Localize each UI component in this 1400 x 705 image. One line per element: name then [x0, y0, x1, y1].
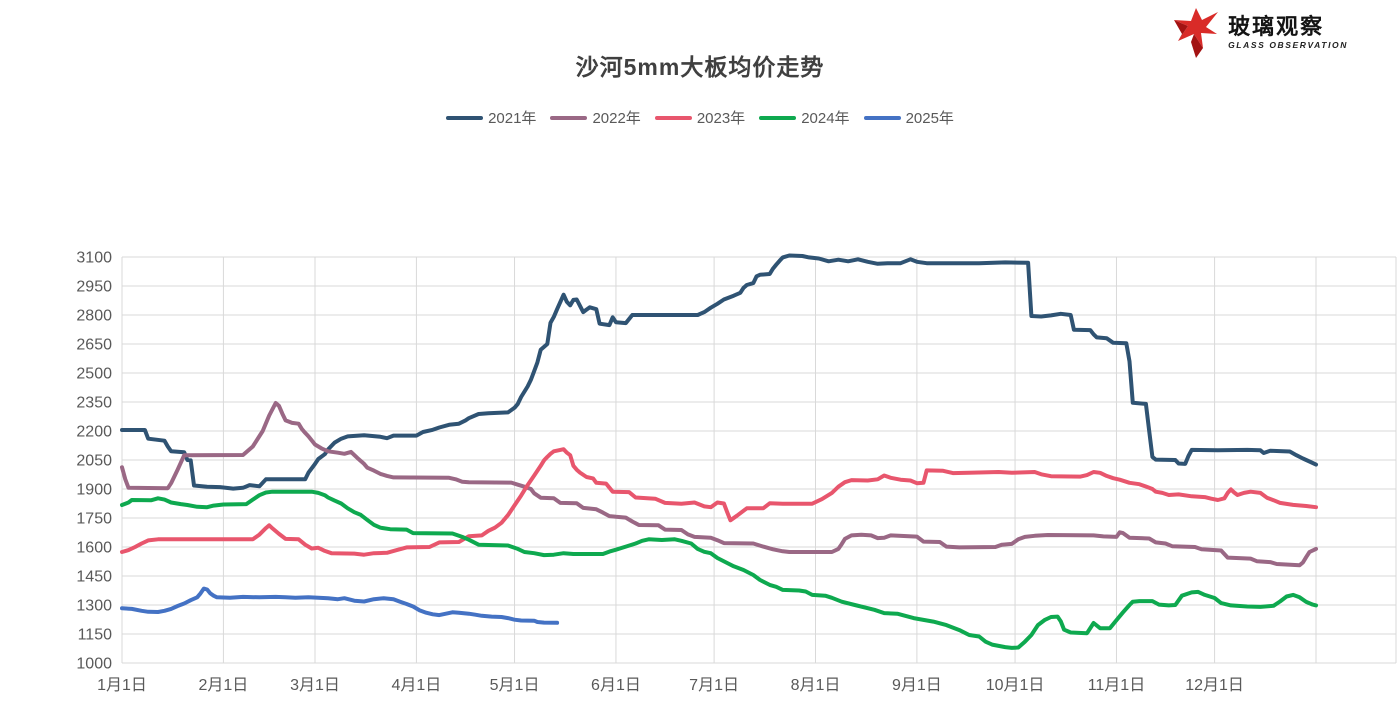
- series-line-2025年: [120, 586, 560, 625]
- legend-label: 2021年: [488, 110, 537, 127]
- series-line-2021年: [120, 253, 1318, 491]
- x-axis-tick-label: 8月1日: [791, 677, 841, 694]
- y-axis-tick-label: 3100: [76, 250, 112, 267]
- brand-text: 玻璃观察 GLASS OBSERVATION: [1228, 16, 1348, 50]
- x-axis-tick-label: 12月1日: [1185, 677, 1244, 694]
- series-line-2022年: [120, 401, 1318, 568]
- legend-item-2021年: 2021年: [446, 107, 536, 128]
- y-axis-tick-label: 1450: [76, 569, 112, 586]
- y-axis-tick-label: 2050: [76, 453, 112, 470]
- y-axis-tick-label: 1900: [76, 482, 112, 499]
- legend-item-2022年: 2022年: [550, 107, 641, 128]
- legend-swatch-icon: [654, 115, 692, 120]
- logo-star-icon: [1174, 8, 1219, 58]
- x-axis-tick-label: 5月1日: [490, 677, 540, 694]
- x-axis-tick-label: 4月1日: [392, 677, 442, 694]
- legend-label: 2023年: [696, 110, 746, 127]
- y-axis-tick-label: 1750: [76, 511, 112, 528]
- series-line-2023年: [120, 447, 1318, 557]
- x-axis-tick-label: 11月1日: [1088, 677, 1146, 694]
- y-axis-tick-label: 2500: [76, 366, 112, 383]
- y-axis-tick-label: 2650: [76, 337, 112, 354]
- series-line-2024年: [120, 489, 1318, 650]
- x-axis-tick-label: 7月1日: [689, 677, 739, 694]
- legend-swatch-icon: [863, 115, 901, 120]
- x-axis-tick-label: 1月1日: [97, 677, 147, 694]
- y-axis-tick-label: 1300: [76, 598, 112, 615]
- y-axis-tick-label: 2950: [76, 279, 112, 296]
- logo-shard-wing: [1174, 20, 1189, 41]
- legend-item-2023年: 2023年: [654, 107, 746, 128]
- legend-label: 2025年: [905, 110, 954, 127]
- legend-swatch-icon: [446, 115, 484, 120]
- logo-shard-tail: [1191, 34, 1204, 58]
- x-axis-tick-label: 2月1日: [199, 677, 249, 694]
- brand-name-en: GLASS OBSERVATION: [1228, 40, 1348, 51]
- brand-logo: 玻璃观察 GLASS OBSERVATION: [1172, 8, 1348, 58]
- x-axis-tick-label: 10月1日: [986, 677, 1045, 694]
- legend-label: 2024年: [801, 110, 850, 127]
- y-axis-tick-label: 2800: [76, 308, 112, 325]
- x-axis-tick-label: 3月1日: [290, 677, 340, 694]
- brand-name-cn: 玻璃观察: [1228, 14, 1325, 40]
- legend-label: 2022年: [592, 110, 641, 127]
- logo-shard-main: [1174, 8, 1219, 48]
- y-axis-tick-label: 1000: [76, 656, 112, 673]
- legend-item-2024年: 2024年: [759, 107, 850, 128]
- chart-title: 沙河5mm大板均价走势: [575, 54, 825, 80]
- chart-legend: 2021年 2022年 2023年 2024年 2025年: [0, 107, 1400, 128]
- x-axis-tick-label: 6月1日: [591, 677, 641, 694]
- x-axis-tick-label: 9月1日: [892, 677, 942, 694]
- y-axis-tick-label: 2350: [76, 395, 112, 412]
- y-axis-tick-label: 1600: [76, 540, 112, 557]
- y-axis-tick-label: 1150: [78, 627, 113, 644]
- legend-swatch-icon: [550, 115, 588, 120]
- legend-swatch-icon: [759, 115, 797, 120]
- legend-item-2025年: 2025年: [863, 107, 954, 128]
- y-axis-tick-label: 2200: [76, 424, 112, 441]
